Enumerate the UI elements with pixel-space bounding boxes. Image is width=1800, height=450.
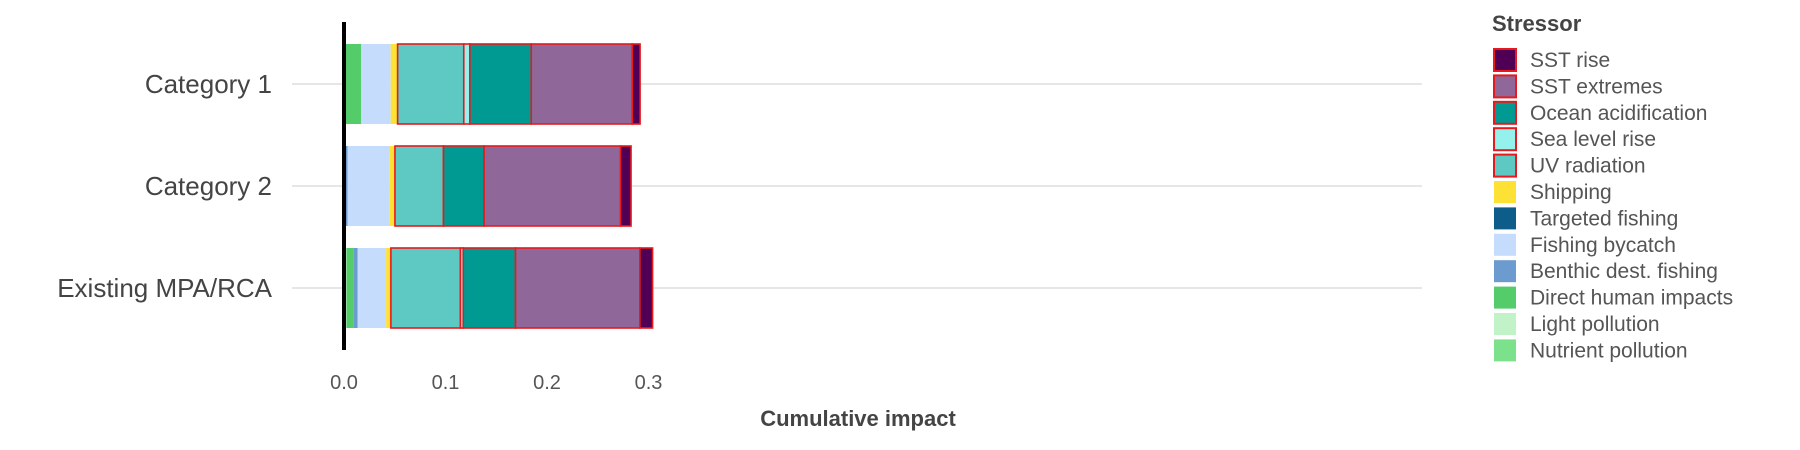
bar-category-2-fishing-bycatch bbox=[347, 146, 390, 226]
bar-existing-mpa-rca-direct-human-impacts bbox=[346, 248, 354, 328]
legend-key-fishing-bycatch bbox=[1494, 233, 1516, 256]
bar-existing-mpa-rca-sst-rise bbox=[639, 247, 654, 329]
bar-category-1-fishing-bycatch bbox=[361, 44, 391, 124]
x-tick-labels: 0.0 0.1 0.2 0.3 bbox=[330, 372, 662, 394]
x-axis-title: Cumulative impact bbox=[760, 406, 956, 431]
bar-existing-mpa-rca-uv-radiation bbox=[390, 247, 462, 329]
legend-label-shipping: Shipping bbox=[1530, 181, 1612, 204]
legend-label-benthic-dest-fishing: Benthic dest. fishing bbox=[1530, 260, 1718, 283]
legend-label-sst-rise: SST rise bbox=[1530, 49, 1610, 72]
bar-category-1-sea-level-rise bbox=[462, 43, 471, 125]
legend-key-nutrient-pollution bbox=[1494, 339, 1516, 362]
bar-category-2-ocean-acidification bbox=[442, 145, 485, 227]
category-label-category-1: Category 1 bbox=[145, 69, 272, 99]
legend-label-direct-human-impacts: Direct human impacts bbox=[1530, 287, 1733, 310]
legend-key-light-pollution bbox=[1494, 313, 1516, 335]
x-tick-label-0-1: 0.1 bbox=[432, 372, 460, 394]
bar-category-2-sst-rise bbox=[619, 145, 632, 227]
legend-key-shipping bbox=[1494, 181, 1516, 203]
bar-existing-mpa-rca-light-pollution bbox=[345, 248, 347, 328]
legend-key-targeted-fishing bbox=[1494, 207, 1516, 230]
bar-category-1-ocean-acidification bbox=[469, 43, 533, 125]
bars-layer bbox=[344, 43, 654, 329]
legend-title: Stressor bbox=[1492, 11, 1582, 36]
legend-label-uv-radiation: UV radiation bbox=[1530, 155, 1646, 178]
bar-category-1-uv-radiation bbox=[396, 43, 465, 125]
x-tick-label-0-2: 0.2 bbox=[533, 372, 561, 394]
category-labels: Category 1 Category 2 Existing MPA/RCA bbox=[57, 69, 272, 303]
legend-key-ocean-acidification bbox=[1493, 100, 1517, 125]
category-label-existing-mpa-rca: Existing MPA/RCA bbox=[57, 273, 272, 303]
bar-category-1-sst-rise bbox=[631, 43, 641, 125]
legend-label-nutrient-pollution: Nutrient pollution bbox=[1530, 339, 1688, 362]
bar-category-2-sst-extremes bbox=[483, 145, 622, 227]
bar-category-1-sst-extremes bbox=[530, 43, 634, 125]
bar-existing-mpa-rca-benthic-dest-fishing bbox=[353, 248, 358, 328]
legend-key-uv-radiation bbox=[1493, 153, 1517, 178]
category-label-category-2: Category 2 bbox=[145, 171, 272, 201]
legend-key-direct-human-impacts bbox=[1494, 286, 1516, 309]
legend-label-sea-level-rise: Sea level rise bbox=[1530, 128, 1656, 151]
legend-label-ocean-acidification: Ocean acidification bbox=[1530, 102, 1707, 125]
legend-label-targeted-fishing: Targeted fishing bbox=[1530, 207, 1678, 230]
bar-category-1-direct-human-impacts bbox=[344, 44, 362, 124]
x-tick-label-0-0: 0.0 bbox=[330, 372, 358, 394]
bar-category-1-shipping bbox=[390, 44, 398, 124]
bar-category-2-shipping bbox=[389, 146, 395, 226]
legend-key-sea-level-rise bbox=[1493, 127, 1517, 152]
legend-key-sst-rise bbox=[1493, 48, 1517, 72]
bar-existing-mpa-rca-sst-extremes bbox=[514, 247, 641, 329]
bar-existing-mpa-rca-ocean-acidification bbox=[462, 247, 517, 329]
bar-existing-mpa-rca-shipping bbox=[386, 248, 391, 328]
bar-category-2-uv-radiation bbox=[394, 145, 445, 227]
legend-label-fishing-bycatch: Fishing bycatch bbox=[1530, 234, 1676, 257]
legend-label-sst-extremes: SST extremes bbox=[1530, 75, 1663, 98]
legend-key-sst-extremes bbox=[1493, 74, 1517, 99]
legend-key-benthic-dest-fishing bbox=[1494, 260, 1516, 283]
bar-existing-mpa-rca-fishing-bycatch bbox=[357, 248, 387, 328]
legend-label-light-pollution: Light pollution bbox=[1530, 313, 1660, 336]
x-tick-label-0-3: 0.3 bbox=[635, 372, 663, 394]
legend: Stressor SST rise SST extremes Ocean acidi… bbox=[1492, 11, 1733, 362]
